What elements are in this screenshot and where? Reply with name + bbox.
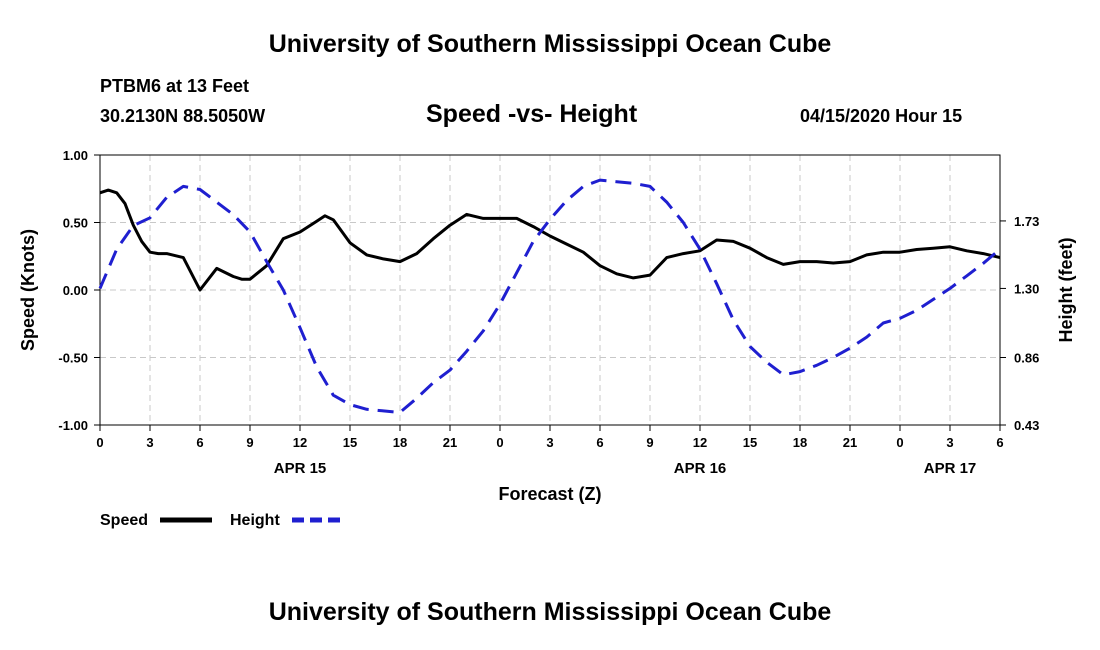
page-title: University of Southern Mississippi Ocean… [268, 30, 832, 58]
legend-height-label: Height [230, 512, 280, 529]
chart-subtitle: Speed -vs- Height [426, 100, 638, 128]
x-tick-label: 0 [896, 435, 903, 450]
x-tick-label: 6 [596, 435, 603, 450]
x-tick-label: 0 [496, 435, 503, 450]
footer-title: University of Southern Mississippi Ocean… [268, 598, 832, 626]
y-tick-label: 0.50 [63, 216, 88, 231]
x-axis-title: Forecast (Z) [498, 484, 601, 504]
x-tick-label: 9 [246, 435, 253, 450]
legend: Speed Height [100, 512, 344, 529]
x-tick-label: 9 [646, 435, 653, 450]
y2-tick-label: 0.86 [1014, 351, 1039, 366]
x-tick-label: 3 [946, 435, 953, 450]
date-label: APR 15 [274, 460, 327, 477]
y-tick-label: 1.00 [63, 148, 88, 163]
y2-tick-label: 1.73 [1014, 214, 1039, 229]
x-tick-label: 12 [293, 435, 307, 450]
forecast-datetime: 04/15/2020 Hour 15 [800, 106, 963, 126]
x-tick-label: 18 [393, 435, 407, 450]
station-coords: 30.2130N 88.5050W [100, 106, 266, 126]
y2-tick-label: 1.30 [1014, 281, 1039, 296]
speed-height-chart: 0 3 6 9 12 15 18 21 0 3 6 9 12 15 18 21 0 3 6 -1.00 -0.50 0.0… [18, 148, 1076, 529]
x-tick-label: 6 [196, 435, 203, 450]
date-label: APR 16 [674, 460, 727, 477]
x-tick-label: 12 [693, 435, 707, 450]
series-lines [98, 178, 1001, 414]
x-tick-label: 3 [146, 435, 153, 450]
x-tick-label: 21 [443, 435, 457, 450]
x-tick-label: 6 [996, 435, 1003, 450]
legend-speed-label: Speed [100, 512, 148, 529]
y-axis-title: Speed (Knots) [18, 229, 38, 351]
x-tick-label: 15 [343, 435, 357, 450]
x-tick-label: 21 [843, 435, 857, 450]
x-tick-label: 0 [96, 435, 103, 450]
x-tick-label: 3 [546, 435, 553, 450]
station-label: PTBM6 at 13 Feet [100, 76, 250, 96]
y-tick-label: -0.50 [58, 351, 88, 366]
y2-axis-title: Height (feet) [1056, 238, 1076, 343]
x-tick-label: 15 [743, 435, 757, 450]
y2-tick-label: 0.43 [1014, 418, 1039, 433]
y-tick-label: -1.00 [58, 418, 88, 433]
y-tick-label: 0.00 [63, 283, 88, 298]
grid-lines [100, 155, 1000, 425]
axis-ticks: 0 3 6 9 12 15 18 21 0 3 6 9 12 15 18 21 0 3 6 -1.00 -0.50 0.0… [58, 148, 1039, 477]
speed-series-line [99, 188, 1001, 292]
x-tick-label: 18 [793, 435, 807, 450]
date-label: APR 17 [924, 460, 977, 477]
